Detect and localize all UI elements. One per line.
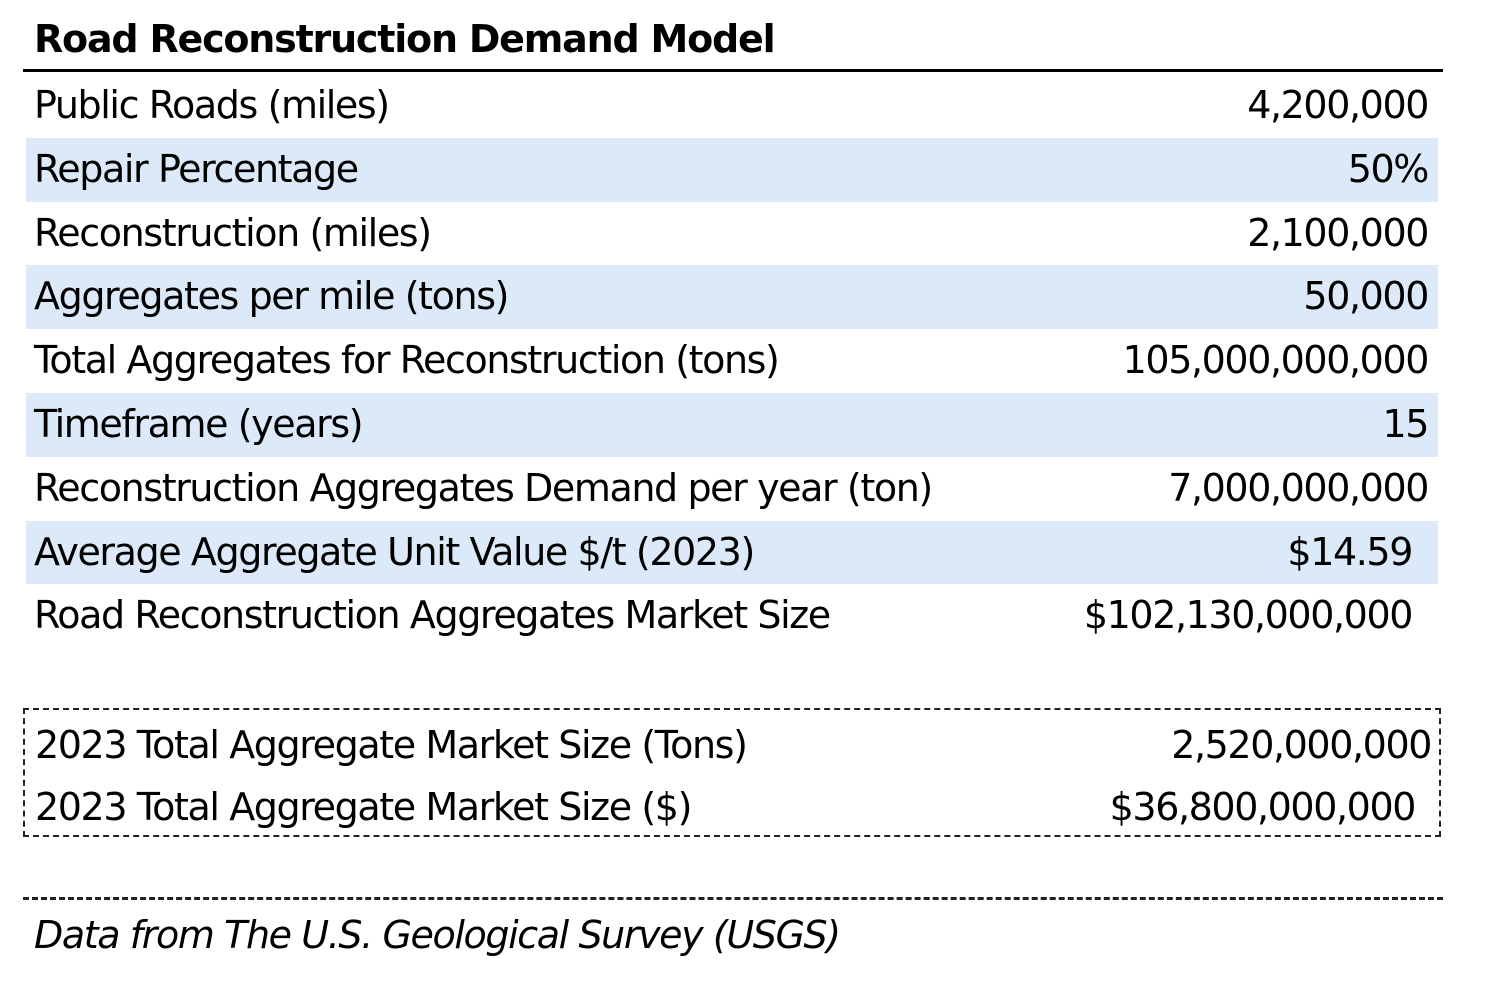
row-value: $36,800,000,000	[1109, 785, 1417, 829]
row-value: 50,000	[1303, 274, 1429, 319]
row-label: Reconstruction (miles)	[34, 210, 432, 255]
table-row-demand-per-year: Reconstruction Aggregates Demand per yea…	[26, 457, 1438, 521]
row-value: 4,200,000	[1247, 83, 1429, 127]
title-underline	[23, 69, 1443, 72]
table-row-market-tons: 2023 Total Aggregate Market Size (Tons) …	[25, 714, 1439, 776]
row-value: $14.59	[1287, 529, 1413, 574]
source-note: Data from The U.S. Geological Survey (US…	[34, 913, 841, 957]
row-label: Average Aggregate Unit Value $/t (2023)	[34, 529, 755, 574]
table-row-timeframe: Timeframe (years) 15	[26, 392, 1438, 457]
row-label: 2023 Total Aggregate Market Size ($)	[35, 785, 692, 829]
table-row-public-roads: Public Roads (miles) 4,200,000	[26, 74, 1438, 138]
table-row-repair-percentage: Repair Percentage 50%	[26, 137, 1438, 202]
row-label: Total Aggregates for Reconstruction (ton…	[34, 338, 780, 383]
row-label: Road Reconstruction Aggregates Market Si…	[34, 593, 831, 638]
market-2023-box: 2023 Total Aggregate Market Size (Tons) …	[23, 708, 1441, 837]
row-value: 15	[1382, 401, 1429, 446]
table-row-total-aggregates: Total Aggregates for Reconstruction (ton…	[26, 329, 1438, 393]
row-value: 105,000,000,000	[1122, 338, 1430, 383]
table-row-reconstruction-miles: Reconstruction (miles) 2,100,000	[26, 202, 1438, 266]
table-title: Road Reconstruction Demand Model	[34, 17, 776, 61]
table-row-market-dollars: 2023 Total Aggregate Market Size ($) $36…	[25, 776, 1439, 838]
table-row-unit-value: Average Aggregate Unit Value $/t (2023) …	[26, 520, 1438, 585]
row-label: Aggregates per mile (tons)	[34, 274, 509, 319]
source-divider	[23, 897, 1443, 900]
row-label: Timeframe (years)	[34, 401, 364, 446]
row-value: 2,100,000	[1247, 210, 1429, 255]
table-row-market-size: Road Reconstruction Aggregates Market Si…	[26, 584, 1438, 648]
table-row-aggregates-per-mile: Aggregates per mile (tons) 50,000	[26, 265, 1438, 330]
row-value: 7,000,000,000	[1168, 465, 1429, 510]
row-value: $102,130,000,000	[1083, 593, 1414, 638]
row-label: 2023 Total Aggregate Market Size (Tons)	[35, 723, 748, 767]
row-label: Repair Percentage	[34, 146, 359, 191]
row-value: 2,520,000,000	[1171, 723, 1432, 767]
model-table: Public Roads (miles) 4,200,000 Repair Pe…	[26, 74, 1438, 648]
row-label: Reconstruction Aggregates Demand per yea…	[34, 465, 933, 510]
row-label: Public Roads (miles)	[34, 83, 390, 127]
row-value: 50%	[1347, 146, 1430, 191]
